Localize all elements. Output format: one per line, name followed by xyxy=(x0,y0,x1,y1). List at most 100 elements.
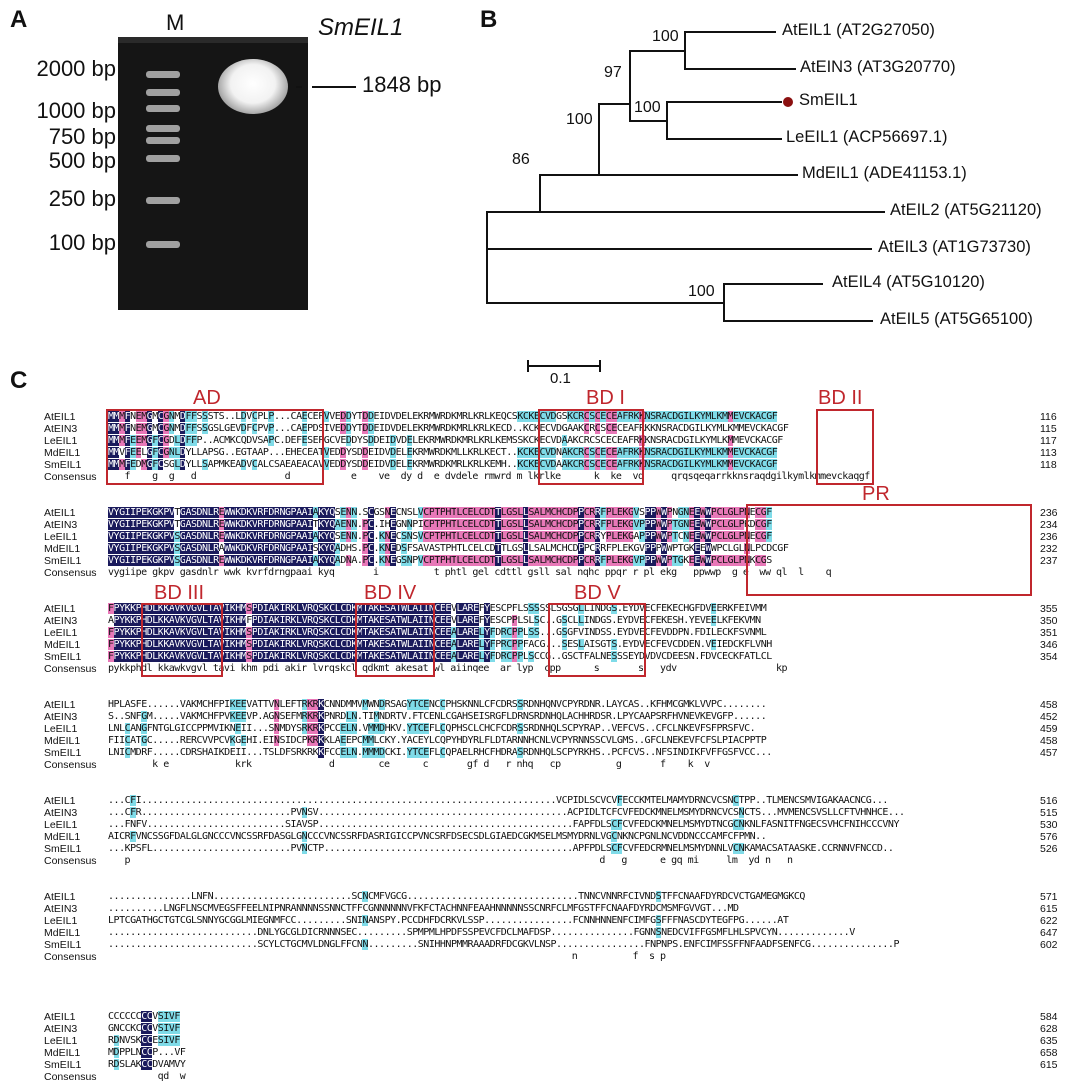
ladder-band xyxy=(146,89,180,96)
sequence-row: MMVFEELGFCGNLDYLLAPSG..EGTAAP...EHECEATV… xyxy=(108,447,778,458)
sequence-position: 615 xyxy=(1040,1059,1058,1071)
consensus-row: n f s p xyxy=(108,951,666,962)
sequence-name: AtEIN3 xyxy=(44,423,78,435)
sequence-name: AtEIL1 xyxy=(44,507,76,519)
ladder-label: 250 bp xyxy=(48,186,116,211)
panel-c-label: C xyxy=(10,367,28,394)
sequence-name: SmEIL1 xyxy=(44,1059,82,1071)
sequence-row: MMMFNEMGMCGNMDFFSSGSLGEVDFCPVP...CAEPDSI… xyxy=(108,423,789,434)
domain-box-bd2 xyxy=(816,409,874,485)
sequence-row: FPYKKPHDLKKAVKVGVLTAVIKHMSPDIAKIRKLVRQSK… xyxy=(108,603,767,614)
sequence-position: 118 xyxy=(1040,459,1057,471)
sequence-name: LeEIL1 xyxy=(44,723,78,735)
sequence-name: SmEIL1 xyxy=(44,459,82,471)
consensus-row: k e krk d ce c gf d r nhq cp g f k v xyxy=(108,759,710,770)
sequence-row: VYGIIPEKGKPVSGASDNLREWWKDKVRFDRNGPAAIAKY… xyxy=(108,531,772,542)
sequence-name: MdEIL1 xyxy=(44,927,81,939)
sequence-name: AtEIN3 xyxy=(44,519,78,531)
sequence-position: 622 xyxy=(1040,915,1058,927)
tree-leaf-ateil4: AtEIL4 (AT5G10120) xyxy=(832,273,985,291)
sequence-row: LNLCANGFNTGLGICCPPMVIKNEII...SNMDYSRKRKP… xyxy=(108,723,756,734)
sequence-name: SmEIL1 xyxy=(44,555,82,567)
ladder-band xyxy=(146,155,180,162)
sequence-row: ..........LNGFLNSCMVEGSFFEELNIPNRANNNNSS… xyxy=(108,903,739,914)
sequence-name: AtEIL1 xyxy=(44,699,76,711)
domain-label-bd5: BD V xyxy=(574,582,621,604)
sequence-name: LeEIL1 xyxy=(44,627,78,639)
sequence-position: 526 xyxy=(1040,843,1058,855)
sequence-name: SmEIL1 xyxy=(44,651,82,663)
domain-label-bd3: BD III xyxy=(154,582,205,604)
sequence-position: 515 xyxy=(1040,807,1058,819)
sequence-position: 576 xyxy=(1040,831,1058,843)
sequence-row: FIICATGC.....RERCVVPCVKGEHI.EINSIDCPKRKK… xyxy=(108,735,767,746)
bootstrap-value: 100 xyxy=(566,111,593,128)
ladder-label: 1000 bp xyxy=(36,98,116,123)
sequence-name: LeEIL1 xyxy=(44,819,78,831)
ladder-label: 500 bp xyxy=(48,148,116,173)
consensus-row: f g g d d e ve dy d e dvdele rmwrd m lkr… xyxy=(108,471,871,482)
sequence-name: LeEIL1 xyxy=(44,531,78,543)
sequence-row: S..SNFGM.....VAKMCHFPVKEEVP.AGNSEFMRKRKP… xyxy=(108,711,767,722)
sequence-position: 350 xyxy=(1040,615,1058,627)
sequence-row: ...........................SCYLCTGCMVLDN… xyxy=(108,939,899,950)
sequence-row: ...CFR...........................PVNSV..… xyxy=(108,807,905,818)
lane-marker-label: M xyxy=(166,10,185,35)
sequence-position: 584 xyxy=(1040,1011,1058,1023)
sequence-name: Consensus xyxy=(44,855,97,867)
sequence-row: FPYKKPHDLKKAVKVGVLTAVIKHMSPDIAKIRKLVRQSK… xyxy=(108,651,772,662)
sequence-name: Consensus xyxy=(44,471,97,483)
ladder-band xyxy=(146,105,180,112)
sequence-name: MdEIL1 xyxy=(44,1047,81,1059)
sequence-name: MdEIL1 xyxy=(44,735,81,747)
sequence-row: FPYKKPHDLKKAVKVGVLTAVIKHMSPDIAKIRKLVRQSK… xyxy=(108,627,767,638)
sequence-name: MdEIL1 xyxy=(44,831,81,843)
sequence-name: AtEIL1 xyxy=(44,411,76,423)
ladder-band xyxy=(146,71,180,78)
sequence-name: SmEIL1 xyxy=(44,747,82,759)
sequence-name: AtEIN3 xyxy=(44,807,78,819)
sequence-position: 351 xyxy=(1040,627,1058,639)
sequence-position: 346 xyxy=(1040,639,1058,651)
sequence-row: VYGIIPEKGKPVSGASDNLREWWKDKVRFDRNGPAAIAKY… xyxy=(108,555,772,566)
band-callout-line xyxy=(296,86,302,88)
sequence-name: AtEIN3 xyxy=(44,711,78,723)
sequence-position: 113 xyxy=(1040,447,1057,459)
sequence-row: MMMFEDMGFCSGLDYLLSAPMKEADVCALCSAEAEACAVV… xyxy=(108,459,778,470)
sequence-position: 647 xyxy=(1040,927,1058,939)
sequence-name: MdEIL1 xyxy=(44,639,81,651)
sequence-row: ...........................DNLYGCGLDICRN… xyxy=(108,927,855,938)
sequence-position: 602 xyxy=(1040,939,1058,951)
scale-bar-label: 0.1 xyxy=(550,370,571,387)
consensus-row: pykkphdl kkawkvgvl tavi khm pdi akir lvr… xyxy=(108,663,788,674)
sequence-position: 117 xyxy=(1040,435,1057,447)
bootstrap-value: 100 xyxy=(634,99,661,116)
ladder-band xyxy=(146,125,180,132)
ladder-band xyxy=(146,197,180,204)
sequence-name: AtEIL1 xyxy=(44,603,76,615)
sequence-row: CCCCCCCCVSIVF xyxy=(108,1011,180,1022)
sequence-row: FPYKKPHDLKKAVKVGVLTAVIKHMSPDIAKIRKLVRQSK… xyxy=(108,639,772,650)
sequence-row: ...KPSFL.........................PVNCTP.… xyxy=(108,843,894,854)
sequence-position: 457 xyxy=(1040,747,1058,759)
sequence-position: 530 xyxy=(1040,819,1058,831)
sequence-name: AtEIN3 xyxy=(44,615,78,627)
sequence-name: AtEIL1 xyxy=(44,1011,76,1023)
sequence-position: 459 xyxy=(1040,723,1058,735)
domain-box-bd5 xyxy=(548,603,646,677)
domain-box-bd3 xyxy=(141,603,223,677)
sequence-name: Consensus xyxy=(44,1071,97,1083)
tree-leaf-mdeil1: MdEIL1 (ADE41153.1) xyxy=(802,164,967,182)
sequence-name: SmEIL1 xyxy=(44,939,82,951)
ladder-label: 2000 bp xyxy=(36,56,116,81)
sequence-name: MdEIL1 xyxy=(44,447,81,459)
bootstrap-value: 100 xyxy=(688,283,715,300)
sequence-name: Consensus xyxy=(44,759,97,771)
sequence-row: MMMFEEMGFCGDLDFFP..ACMKCQDVSAPC.DEFESEPG… xyxy=(108,435,783,446)
gel-well xyxy=(118,37,308,43)
sequence-row: LPTCGATHGCTGTCGLSNNYGCGGLMIEGNMFCC......… xyxy=(108,915,789,926)
gel-image xyxy=(118,37,308,310)
bootstrap-value: 97 xyxy=(604,64,622,81)
panel-b-label: B xyxy=(480,6,498,33)
sequence-position: 452 xyxy=(1040,711,1058,723)
